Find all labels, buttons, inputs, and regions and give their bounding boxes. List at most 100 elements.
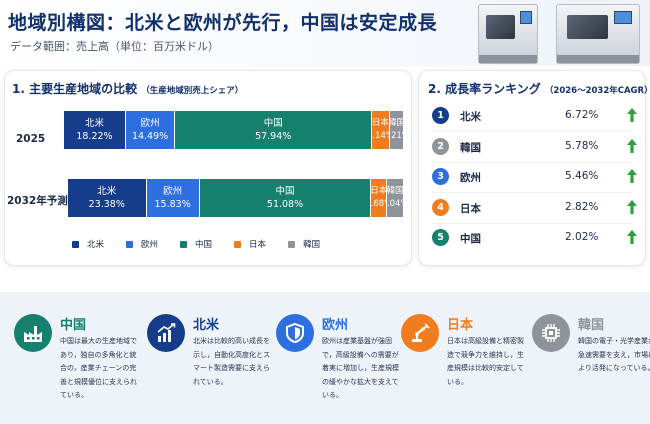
- up-arrow-icon: [627, 230, 637, 244]
- bar-segment-name: 北米: [97, 186, 117, 197]
- region-card-name: 韓国: [578, 318, 605, 333]
- shield-icon: [276, 314, 314, 352]
- ranking-divider: [432, 222, 632, 224]
- bar-segment-0-2: 中国 57.94%: [175, 111, 373, 149]
- bar-segment-1-2: 中国 51.08%: [199, 179, 372, 217]
- share-chart-panel: [4, 70, 412, 266]
- rank-rate: 2.02%: [565, 231, 599, 243]
- bar-segment-name: 北米: [84, 118, 104, 129]
- region-card-description: 欧州は産業基盤が強固で，高級設備への需要が着実に増加し，生産規模の緩やかな拡大を…: [322, 337, 399, 399]
- bar-segment-name: 日本: [371, 186, 388, 196]
- legend-label: 北米: [87, 240, 105, 250]
- bar-segment-name: 韓国: [387, 186, 404, 196]
- legend-item-4: 韓国: [288, 238, 320, 250]
- ranking-subtitle: （2026～2032年CAGR）: [544, 86, 650, 96]
- rank-badge: 5: [432, 229, 449, 246]
- ranking-divider: [432, 161, 632, 163]
- legend-swatch: [126, 240, 134, 248]
- legend-swatch: [180, 240, 188, 248]
- share-chart-subtitle: （生産地域別売上シェア）: [141, 86, 244, 96]
- page-subtitle: データ範囲：売上高（単位：百万米ドル）: [10, 40, 219, 53]
- ranking-title: 2. 成長率ランキング （2026～2032年CAGR）: [428, 80, 650, 97]
- rank-badge: 2: [432, 137, 449, 155]
- region-cards-strip: [0, 292, 650, 424]
- rank-rate: 6.72%: [565, 109, 599, 121]
- bar-segment-1-1: 欧州 15.83%: [146, 179, 200, 217]
- bar-segment-value: 23.38%: [88, 199, 125, 210]
- ranking-row-3: 3 欧州 5.46%: [432, 166, 638, 188]
- legend-label: 中国: [195, 240, 213, 250]
- legend-swatch: [72, 240, 79, 248]
- legend-item-1: 欧州: [126, 238, 158, 250]
- region-card-description: 日本は高級設備と精密製造で競争力を維持し，生産規模は比較的安定している。: [447, 337, 524, 386]
- header: 地域別構図：北米と欧州が先行，中国は安定成長 データ範囲：売上高（単位：百万米ド…: [0, 0, 650, 66]
- legend-label: 日本: [249, 240, 267, 250]
- ranking-row-2: 2 韓国 5.78%: [432, 136, 638, 158]
- region-card-name: 北米: [193, 318, 220, 333]
- region-card-name: 欧州: [322, 318, 349, 333]
- rank-rate: 5.46%: [565, 170, 599, 182]
- legend-label: 欧州: [141, 240, 159, 250]
- rank-region: 日本: [460, 202, 481, 215]
- up-arrow-icon: [627, 108, 637, 122]
- rank-region: 欧州: [460, 172, 481, 184]
- bar-segment-value: 57.94%: [255, 131, 292, 142]
- bar-segment-value: 5.04%: [387, 199, 403, 209]
- share-chart-title-text: 1. 主要生産地域の比較: [12, 82, 138, 96]
- bar-segment-name: 欧州: [140, 118, 160, 129]
- bar-segment-name: 中国: [263, 118, 283, 129]
- chip-icon: [532, 314, 570, 352]
- region-card-description: 中国は最大の生産地域であり，独自の多角化と統合の，産業チェーンの完善と規模優位に…: [60, 337, 137, 399]
- machine-image-left: [478, 4, 538, 64]
- rank-rate: 5.78%: [565, 139, 599, 152]
- rank-region: 北米: [460, 111, 481, 123]
- up-arrow-icon: [627, 138, 637, 153]
- region-card-4: 韓国韓国の電子・光学産業が急速需要を支え，市場はより活発になっている。: [532, 308, 650, 424]
- bar-segment-0-1: 欧州 14.49%: [125, 111, 176, 149]
- region-card-name: 日本: [447, 318, 474, 333]
- ranking-divider: [432, 131, 632, 132]
- bar-segment-0-0: 北米 18.22%: [64, 111, 126, 149]
- chart-legend: 北米 欧州 中国 日本 韓国: [72, 238, 320, 250]
- up-arrow-icon: [627, 199, 637, 214]
- region-card-0: 中国中国は最大の生産地域であり，独自の多角化と統合の，産業チェーンの完善と規模優…: [14, 308, 137, 424]
- rank-badge: 3: [432, 168, 449, 185]
- region-card-1: 北米北米は比較的高い成長を示し，自動化高度化とスマート製造需要に支えられている。: [147, 308, 270, 424]
- legend-item-0: 北米: [72, 238, 104, 250]
- bar-segment-1-0: 北米 23.38%: [68, 179, 147, 217]
- bar-row-label-2032: 2032年予測: [7, 195, 68, 207]
- bar-segment-name: 韓国: [390, 117, 403, 130]
- machine-image-right: [556, 4, 640, 64]
- legend-swatch: [288, 240, 296, 248]
- ranking-row-5: 5 中国 2.02%: [432, 227, 638, 249]
- factory-icon: [14, 314, 52, 352]
- bar-row-label-2025: 2025: [16, 133, 46, 145]
- growth-chart-icon: [147, 314, 185, 352]
- region-card-2: 欧州欧州は産業基盤が強固で，高級設備への需要が着実に増加し，生産規模の緩やかな拡…: [276, 308, 399, 424]
- bar-segment-value: 18.22%: [76, 131, 113, 142]
- bar-segment-name: 日本: [372, 118, 389, 128]
- bar-segment-value: 15.83%: [154, 199, 191, 210]
- bar-segment-name: 中国: [275, 186, 295, 197]
- up-arrow-icon: [627, 169, 637, 183]
- ranking-divider: [432, 192, 632, 193]
- region-card-name: 中国: [60, 318, 87, 333]
- share-chart-title: 1. 主要生産地域の比較 （生産地域別売上シェア）: [12, 80, 243, 97]
- bar-segment-value: 5.14%: [372, 131, 388, 141]
- bar-segment-0-3: 日本 5.14%: [372, 111, 390, 149]
- legend-swatch: [234, 240, 242, 248]
- bar-segment-1-3: 日本 4.68%: [371, 179, 388, 217]
- region-card-description: 韓国の電子・光学産業が急速需要を支え，市場はより活発になっている。: [578, 337, 650, 372]
- rank-badge: 1: [432, 107, 449, 124]
- bar-segment-name: 欧州: [163, 186, 183, 197]
- bar-segment-value: 14.49%: [131, 131, 169, 142]
- legend-item-2: 中国: [180, 238, 212, 250]
- region-card-3: 日本日本は高級設備と精密製造で競争力を維持し，生産規模は比較的安定している。: [401, 308, 524, 424]
- ranking-row-1: 1 北米 6.72%: [432, 105, 638, 127]
- bar-segment-1-4: 韓国 5.04%: [387, 179, 404, 217]
- bar-segment-0-4: 韓国4.21%: [389, 111, 404, 149]
- rank-region: 中国: [460, 233, 481, 245]
- region-card-description: 北米は比較的高い成長を示し，自動化高度化とスマート製造需要に支えられている。: [193, 337, 270, 386]
- rank-region: 韓国: [460, 141, 481, 154]
- legend-label: 韓国: [303, 240, 321, 250]
